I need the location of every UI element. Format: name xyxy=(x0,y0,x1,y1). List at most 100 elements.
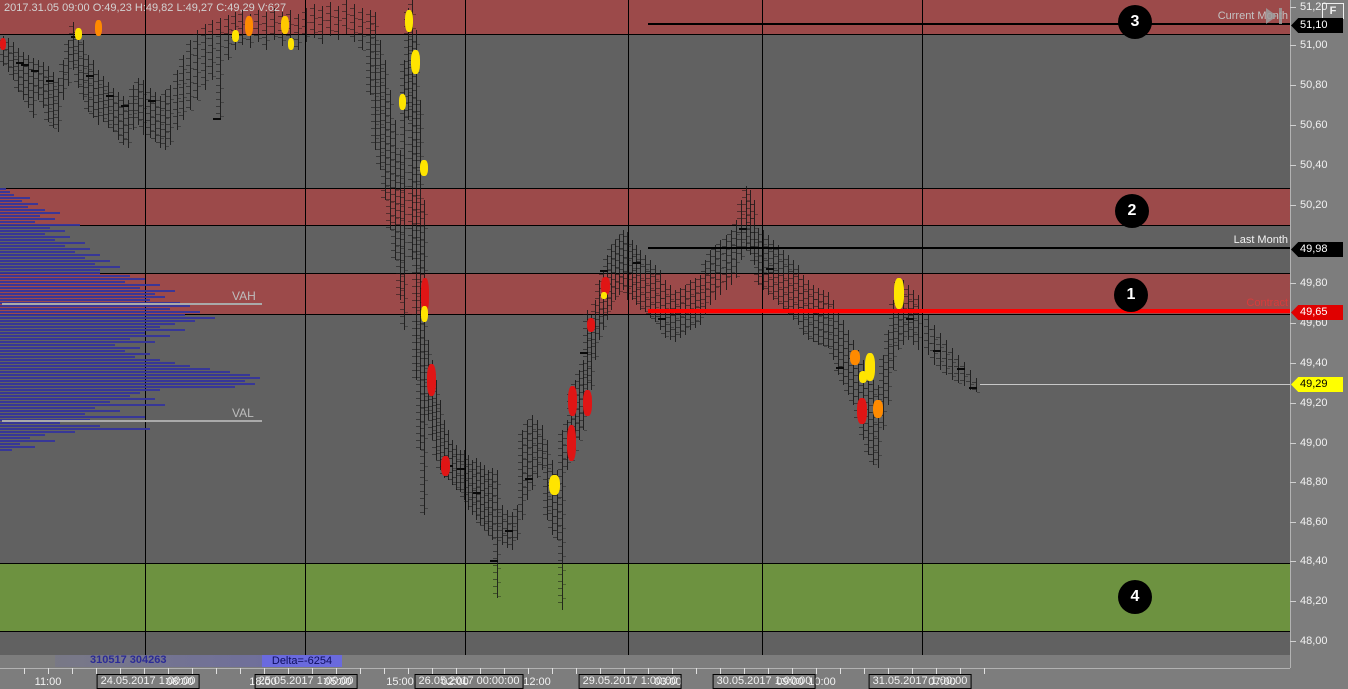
chart-plot-area[interactable]: 2017.31.05 09:00 O:49,23 H:49,82 L:49,27… xyxy=(0,0,1290,655)
price-bar-tick xyxy=(161,108,165,109)
price-bar xyxy=(155,92,156,142)
price-bar-tick xyxy=(789,299,793,300)
price-bar-tick xyxy=(904,324,908,325)
price-bar-tick xyxy=(472,490,476,491)
chart-shift-icon[interactable] xyxy=(1264,6,1286,26)
price-bar-tick xyxy=(829,346,833,347)
price-bar-tick xyxy=(19,84,23,85)
volume-profile-bar xyxy=(0,446,35,448)
price-bar-tick xyxy=(420,274,424,275)
price-bar-tick xyxy=(461,478,464,479)
price-bar-tick xyxy=(412,300,416,301)
price-bar-tick xyxy=(809,289,813,290)
volume-profile-bar xyxy=(0,260,110,262)
price-bar-tick xyxy=(302,26,306,27)
price-bar-tick xyxy=(784,308,788,309)
price-bar-tick xyxy=(400,281,404,282)
volume-profile-bar xyxy=(0,443,20,445)
price-bar-tick xyxy=(948,359,952,360)
price-bar-tick xyxy=(637,301,640,302)
imbalance-blob xyxy=(288,38,294,50)
price-bar-tick xyxy=(457,459,460,460)
price-bar xyxy=(828,292,829,348)
price-bar-tick xyxy=(948,352,952,353)
price-axis[interactable]: F 51,20 51,00 50,80 50,60 50,40 50,20 49,80 49,… xyxy=(1290,0,1348,689)
price-bar-tick xyxy=(548,506,552,507)
price-bar-tick xyxy=(620,277,623,278)
price-bar-tick xyxy=(396,162,399,163)
price-bar-tick xyxy=(671,322,675,323)
price-bar-tick xyxy=(391,229,395,230)
price-bar-tick xyxy=(824,332,827,333)
price-bar-tick xyxy=(636,289,640,290)
price-bar-tick xyxy=(19,70,23,71)
price-bar xyxy=(858,350,859,420)
price-bar-tick xyxy=(4,50,7,51)
price-bar-tick xyxy=(930,350,934,351)
price-bar-tick xyxy=(391,188,394,189)
price-bar-tick xyxy=(750,204,754,205)
price-bar-tick xyxy=(576,436,579,437)
price-bar-tick xyxy=(696,314,700,315)
price-bar-tick xyxy=(417,254,420,255)
price-bar-tick xyxy=(583,363,587,364)
volume-profile-bar xyxy=(0,200,22,202)
price-bar-tick xyxy=(854,382,858,383)
vertical-gridline xyxy=(762,0,763,655)
price-bar-tick xyxy=(161,124,164,125)
volume-profile-bar xyxy=(0,227,50,229)
price-bar-tick xyxy=(473,474,476,475)
price-bar-tick xyxy=(583,342,587,343)
price-bar-tick xyxy=(420,386,424,387)
price-bar-tick xyxy=(408,95,412,96)
price-bar-tick xyxy=(563,445,567,446)
time-axis[interactable]: 310517 304263 Delta=-6254 11:00 08:00 18:0… xyxy=(0,654,1290,689)
price-bar-tick xyxy=(396,203,400,204)
price-bar-tick xyxy=(954,366,958,367)
price-bar-tick xyxy=(543,453,546,454)
price-bar-tick xyxy=(54,117,58,118)
price-bar-tick xyxy=(899,320,902,321)
price-bar-tick xyxy=(425,354,428,355)
price-bar-tick xyxy=(477,486,480,487)
price-bar-tick xyxy=(750,211,754,212)
price-bar-tick xyxy=(134,96,138,97)
price-bar-tick xyxy=(661,291,665,292)
price-bar-tick xyxy=(641,264,644,265)
price-bar-tick xyxy=(436,418,440,419)
price-bar-tick xyxy=(615,267,619,268)
price-bar-tick xyxy=(408,242,412,243)
price-bar-tick xyxy=(412,321,416,322)
price-bar xyxy=(420,100,421,450)
price-bar-tick xyxy=(711,284,715,285)
price-bar-tick xyxy=(656,321,659,322)
time-tick xyxy=(696,668,697,674)
price-bar-tick xyxy=(834,342,838,343)
price-bar-tick xyxy=(595,298,599,299)
price-bar-tick xyxy=(764,274,768,275)
price-bar-tick xyxy=(456,461,460,462)
time-tick xyxy=(288,668,289,674)
price-bar-tick xyxy=(948,366,952,367)
price-bar-tick xyxy=(166,89,170,90)
price-bar-tick xyxy=(737,225,741,226)
price-bar-tick xyxy=(764,281,768,282)
price-bar-tick xyxy=(428,434,432,435)
price-bar-tick xyxy=(942,372,946,373)
price-bar-tick xyxy=(784,266,788,267)
price-bar-tick xyxy=(583,328,587,329)
price-bar-tick xyxy=(9,66,12,67)
price-bar-tick xyxy=(651,318,655,319)
price-bar-tick xyxy=(794,297,798,298)
price-bar-tick xyxy=(371,65,375,66)
price-bar-tick xyxy=(405,158,408,159)
price-bar-tick xyxy=(371,86,375,87)
price-bar-tick xyxy=(824,331,828,332)
price-bar-tick xyxy=(839,324,843,325)
price-bar-tick xyxy=(732,272,735,273)
price-bar-tick xyxy=(413,112,416,113)
price-bar-tick xyxy=(74,53,78,54)
price-bar-tick xyxy=(732,252,736,253)
price-tick-label: 51,00 xyxy=(1300,39,1328,51)
price-bar-tick xyxy=(193,90,197,91)
